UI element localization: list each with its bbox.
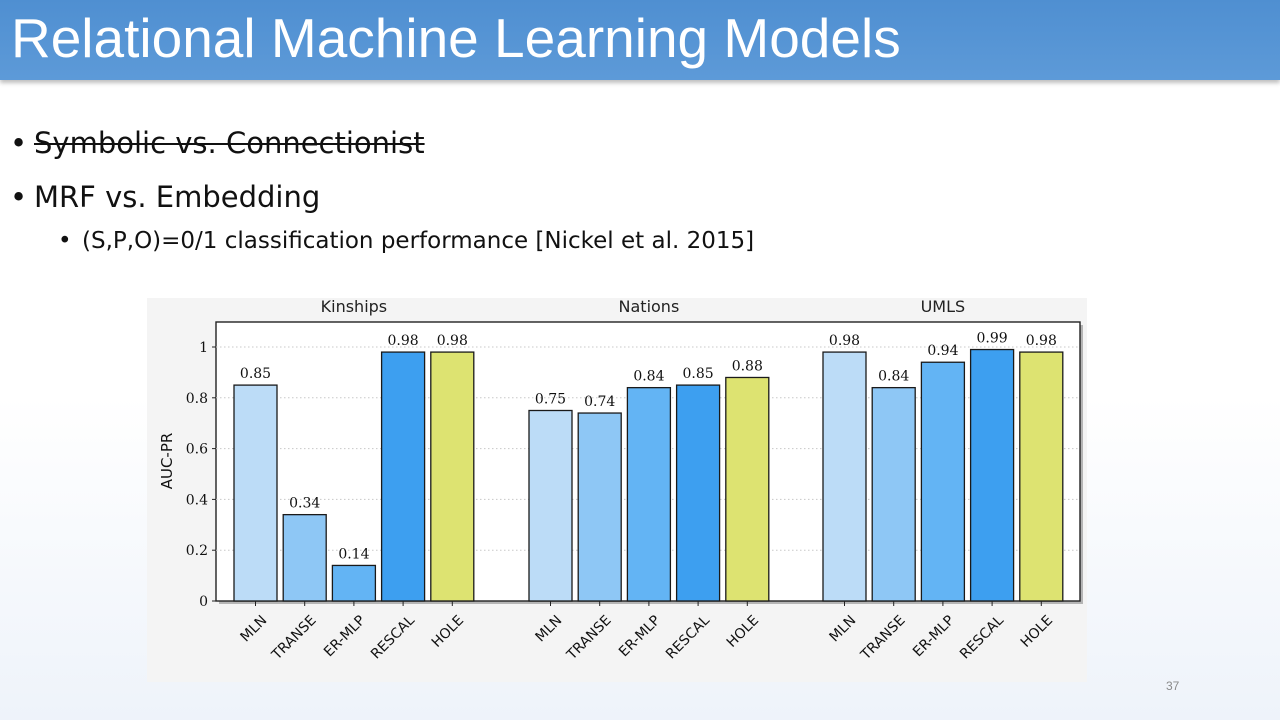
bullet-dot: •: [58, 228, 72, 254]
bullet-text: Symbolic vs. Connectionist: [34, 126, 425, 160]
bar: [626, 386, 672, 602]
x-tick-label: RESCAL: [663, 612, 713, 662]
bar: [725, 376, 770, 602]
data-label: 0.14: [338, 546, 369, 562]
bar: [282, 513, 327, 602]
x-tick-label: ER-MLP: [616, 613, 664, 661]
bar: [871, 386, 916, 602]
bar: [380, 351, 426, 602]
bar: [1019, 351, 1064, 602]
data-label: 0.84: [878, 369, 909, 385]
data-label: 0.74: [584, 394, 615, 410]
bar: [675, 384, 721, 602]
x-tick-label: MLN: [533, 613, 566, 646]
bullet-dot: •: [10, 180, 28, 214]
x-tick-label: TRANSE: [268, 613, 319, 664]
group-title: UMLS: [921, 298, 966, 316]
title-bar: Relational Machine Learning Models: [0, 0, 1280, 80]
data-label: 0.98: [829, 333, 860, 349]
bar: [430, 351, 475, 602]
data-label: 0.98: [388, 333, 419, 349]
data-label: 0.98: [1026, 333, 1057, 349]
x-tick-label: HOLE: [429, 613, 467, 651]
bullet-struck: • Symbolic vs. Connectionist: [10, 126, 425, 160]
data-label: 0.94: [927, 343, 958, 359]
slide-title: Relational Machine Learning Models: [11, 7, 901, 69]
data-label: 0.34: [289, 496, 320, 512]
chart: 0 0.2 0.4 0.6 0.8 1 AUC-PR Kinships 0.85 MLN 0.34 T…: [147, 298, 1087, 682]
y-tick-label: 0.8: [186, 391, 208, 407]
y-tick-label: 0.6: [186, 442, 208, 458]
data-label: 0.88: [732, 358, 763, 374]
x-tick-label: ER-MLP: [321, 613, 369, 661]
x-tick-label: RESCAL: [957, 612, 1007, 662]
x-tick-label: TRANSE: [563, 613, 614, 664]
bullet-text: (S,P,O)=0/1 classification performance […: [82, 228, 755, 254]
y-axis-label: AUC-PR: [158, 433, 176, 490]
x-tick-label: ER-MLP: [910, 613, 958, 661]
data-label: 0.98: [437, 333, 468, 349]
y-tick-label: 0.4: [186, 492, 208, 508]
data-label: 0.75: [535, 392, 566, 408]
bar: [822, 351, 867, 602]
bar: [331, 564, 377, 602]
data-label: 0.85: [240, 366, 271, 382]
group-title: Nations: [619, 298, 680, 316]
x-tick-label: HOLE: [724, 613, 762, 651]
bar: [969, 348, 1015, 602]
y-tick-label: 1: [199, 340, 208, 356]
bullet-text: MRF vs. Embedding: [34, 180, 321, 214]
data-label: 0.84: [633, 369, 664, 385]
x-tick-label: TRANSE: [857, 613, 908, 664]
y-tick-label: 0: [199, 594, 208, 610]
group-title: Kinships: [321, 298, 388, 316]
bullet: • MRF vs. Embedding: [10, 180, 320, 214]
page-number: 37: [1166, 679, 1180, 693]
x-tick-label: HOLE: [1018, 613, 1056, 651]
data-label: 0.99: [977, 331, 1008, 347]
bar: [920, 361, 966, 602]
x-tick-label: MLN: [827, 613, 860, 646]
bar: [577, 412, 622, 602]
data-label: 0.85: [683, 366, 714, 382]
bar: [233, 384, 278, 602]
bar: [528, 409, 573, 602]
y-tick-label: 0.2: [186, 543, 208, 559]
x-tick-label: MLN: [238, 613, 271, 646]
x-tick-label: RESCAL: [368, 612, 418, 662]
sub-bullet: • (S,P,O)=0/1 classification performance …: [58, 228, 754, 254]
bullet-dot: •: [10, 126, 28, 160]
chart-svg: 0 0.2 0.4 0.6 0.8 1 AUC-PR Kinships 0.85 MLN 0.34 T…: [158, 298, 1083, 664]
